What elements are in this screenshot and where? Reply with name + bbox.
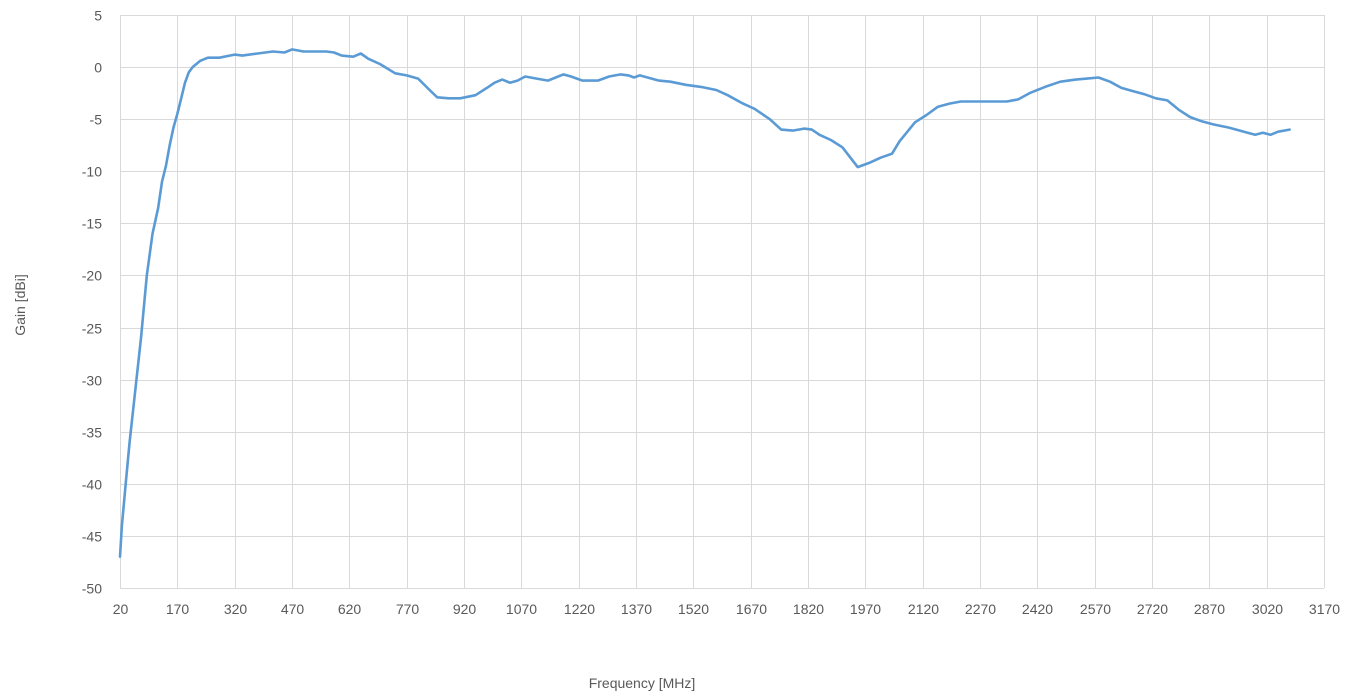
x-tick-label: 1070 bbox=[506, 601, 537, 617]
y-tick-label: -10 bbox=[82, 164, 102, 180]
x-tick-label: 170 bbox=[166, 601, 190, 617]
tick-labels: 5 0 -5 -10 -15 -20 -25 -30 -35 -40 -45 -50 20 170 320 4… bbox=[82, 8, 1341, 618]
y-tick-label: -15 bbox=[82, 216, 102, 232]
x-tick-label: 2720 bbox=[1137, 601, 1168, 617]
x-tick-label: 470 bbox=[281, 601, 305, 617]
x-tick-label: 3170 bbox=[1309, 601, 1340, 617]
y-tick-label: -45 bbox=[82, 529, 102, 545]
x-tick-label: 2420 bbox=[1022, 601, 1053, 617]
x-tick-label: 1220 bbox=[564, 601, 595, 617]
x-tick-label: 2870 bbox=[1194, 601, 1225, 617]
y-tick-label: -40 bbox=[82, 477, 102, 493]
y-tick-label: -5 bbox=[90, 112, 103, 128]
x-tick-label: 2270 bbox=[965, 601, 996, 617]
x-tick-label: 1520 bbox=[678, 601, 709, 617]
x-tick-label: 20 bbox=[113, 601, 129, 617]
x-tick-label: 3020 bbox=[1252, 601, 1283, 617]
series-line-0 bbox=[118, 48, 1291, 558]
x-tick-label: 1670 bbox=[736, 601, 767, 617]
x-tick-label: 770 bbox=[396, 601, 420, 617]
x-tick-label: 1820 bbox=[793, 601, 824, 617]
y-tick-label: -30 bbox=[82, 373, 102, 389]
x-axis-title: Frequency [MHz] bbox=[589, 675, 696, 691]
x-tick-label: 2570 bbox=[1080, 601, 1111, 617]
x-tick-label: 320 bbox=[224, 601, 248, 617]
y-tick-label: -25 bbox=[82, 321, 102, 337]
y-axis-title: Gain [dBi] bbox=[12, 274, 28, 335]
y-tick-label: 0 bbox=[94, 60, 102, 76]
y-tick-label: 5 bbox=[94, 8, 102, 24]
x-tick-label: 2120 bbox=[908, 601, 939, 617]
x-tick-label: 620 bbox=[338, 601, 362, 617]
x-tick-label: 1970 bbox=[850, 601, 881, 617]
gridlines bbox=[120, 15, 1325, 589]
y-tick-label: -20 bbox=[82, 268, 102, 284]
x-tick-label: 920 bbox=[453, 601, 477, 617]
x-tick-label: 1370 bbox=[621, 601, 652, 617]
y-tick-label: -50 bbox=[82, 581, 102, 597]
series-layer bbox=[118, 48, 1291, 558]
y-tick-label: -35 bbox=[82, 425, 102, 441]
